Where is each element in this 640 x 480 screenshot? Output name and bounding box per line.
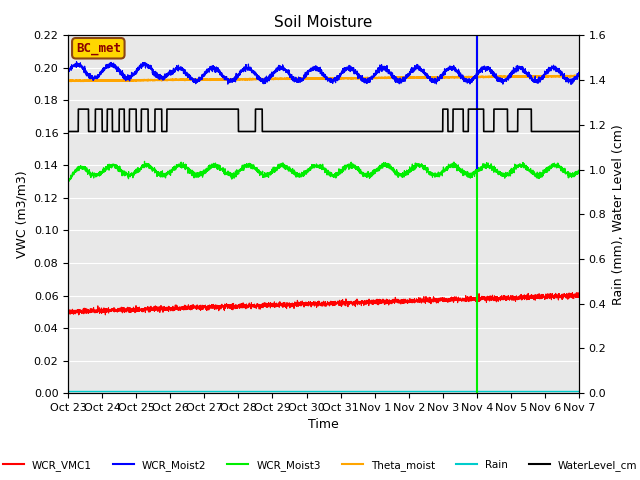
Line: WCR_Moist3: WCR_Moist3: [68, 161, 579, 182]
WCR_Moist3: [575, 168, 583, 174]
WaterLevel_cm: [382, 129, 390, 134]
WCR_VMC1: [527, 293, 534, 299]
WCR_Moist3: [373, 168, 381, 174]
Rain: [575, 389, 582, 395]
X-axis label: Time: Time: [308, 419, 339, 432]
WCR_Moist2: [374, 69, 381, 74]
WCR_Moist2: [207, 66, 215, 72]
WaterLevel_cm: [74, 106, 82, 112]
Theta_moist: [575, 73, 583, 79]
WaterLevel_cm: [575, 129, 582, 134]
WCR_Moist3: [207, 166, 215, 171]
WCR_Moist3: [527, 166, 534, 171]
Theta_moist: [77, 78, 84, 84]
WCR_VMC1: [382, 299, 390, 304]
Text: BC_met: BC_met: [76, 42, 121, 55]
WCR_Moist3: [575, 170, 582, 176]
WCR_VMC1: [207, 303, 215, 309]
WCR_VMC1: [568, 289, 576, 295]
WCR_Moist2: [73, 59, 81, 65]
Rain: [527, 389, 534, 395]
Theta_moist: [64, 78, 72, 84]
Y-axis label: Rain (mm), Water Level (cm): Rain (mm), Water Level (cm): [612, 124, 625, 305]
WCR_VMC1: [64, 308, 72, 314]
Line: WCR_Moist2: WCR_Moist2: [68, 62, 579, 84]
Y-axis label: VWC (m3/m3): VWC (m3/m3): [15, 170, 28, 258]
Legend: WCR_VMC1, WCR_Moist2, WCR_Moist3, Theta_moist, Rain, WaterLevel_cm: WCR_VMC1, WCR_Moist2, WCR_Moist3, Theta_…: [0, 456, 640, 475]
Theta_moist: [174, 77, 182, 83]
WaterLevel_cm: [174, 106, 182, 112]
Rain: [373, 389, 381, 395]
WCR_Moist2: [382, 68, 390, 73]
WCR_VMC1: [575, 293, 583, 299]
WCR_Moist3: [174, 164, 182, 169]
Theta_moist: [572, 73, 579, 79]
WCR_VMC1: [174, 305, 182, 311]
WaterLevel_cm: [575, 129, 583, 134]
WCR_Moist2: [527, 73, 534, 79]
Line: WaterLevel_cm: WaterLevel_cm: [68, 109, 579, 132]
WCR_Moist3: [141, 158, 148, 164]
Theta_moist: [373, 75, 381, 81]
Line: WCR_VMC1: WCR_VMC1: [68, 292, 579, 315]
Rain: [575, 389, 583, 395]
WaterLevel_cm: [527, 106, 534, 112]
WCR_VMC1: [373, 299, 381, 305]
Title: Soil Moisture: Soil Moisture: [275, 15, 372, 30]
WaterLevel_cm: [64, 129, 72, 134]
WCR_Moist2: [575, 69, 582, 75]
Theta_moist: [382, 75, 390, 81]
WCR_Moist3: [382, 164, 390, 169]
Theta_moist: [207, 76, 215, 82]
Rain: [207, 389, 214, 395]
Theta_moist: [527, 73, 534, 79]
Rain: [382, 389, 390, 395]
WCR_VMC1: [575, 292, 582, 298]
WCR_Moist2: [224, 81, 232, 87]
WaterLevel_cm: [207, 106, 215, 112]
WCR_Moist2: [64, 69, 72, 75]
WaterLevel_cm: [373, 129, 381, 134]
WCR_Moist2: [174, 67, 182, 72]
Theta_moist: [575, 73, 582, 79]
Rain: [173, 389, 181, 395]
WCR_VMC1: [75, 312, 83, 318]
WCR_Moist3: [64, 180, 72, 185]
Line: Theta_moist: Theta_moist: [68, 76, 579, 81]
Rain: [64, 389, 72, 395]
WCR_Moist2: [575, 73, 583, 79]
